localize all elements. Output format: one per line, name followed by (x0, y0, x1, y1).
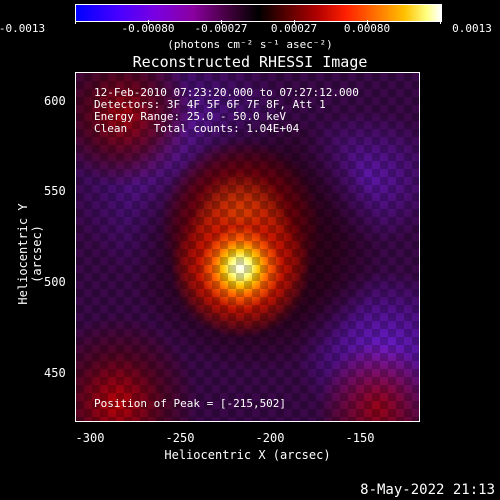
info-line: Energy Range: 25.0 - 50.0 keV (94, 110, 287, 123)
x-axis-label: Heliocentric X (arcsec) (164, 448, 331, 462)
x-tick: -300 (75, 431, 105, 445)
y-tick: 450 (44, 366, 66, 380)
rhessi-image: 12-Feb-2010 07:23:20.000 to 07:27:12.000… (75, 72, 420, 422)
info-line: Clean Total counts: 1.04E+04 (94, 122, 300, 135)
peak-position-label: Position of Peak = [-215,502] (94, 397, 287, 410)
x-tick: -150 (345, 431, 375, 445)
colorbar-tick: 0.0013 (452, 22, 492, 35)
plot-title: Reconstructed RHESSI Image (132, 53, 368, 71)
colorbar-tick: -0.0013 (0, 22, 46, 35)
colorbar-tick: 0.00027 (270, 22, 318, 35)
colorbar (75, 4, 442, 22)
colorbar-tick: 0.00080 (343, 22, 391, 35)
y-tick: 500 (44, 275, 66, 289)
colorbar-units: (photons cm⁻² s⁻¹ asec⁻²) (167, 38, 333, 51)
y-tick: 600 (44, 94, 66, 108)
timestamp: 8-May-2022 21:13 (360, 482, 495, 498)
info-line: Detectors: 3F 4F 5F 6F 7F 8F, Att 1 (94, 98, 326, 111)
y-tick: 550 (44, 184, 66, 198)
colorbar-tick: -0.00027 (194, 22, 248, 35)
y-axis-label: Heliocentric Y (arcsec) (16, 203, 44, 305)
x-tick: -250 (165, 431, 195, 445)
colorbar-tick: -0.00080 (121, 22, 175, 35)
x-tick: -200 (255, 431, 285, 445)
info-line: 12-Feb-2010 07:23:20.000 to 07:27:12.000 (94, 86, 359, 99)
